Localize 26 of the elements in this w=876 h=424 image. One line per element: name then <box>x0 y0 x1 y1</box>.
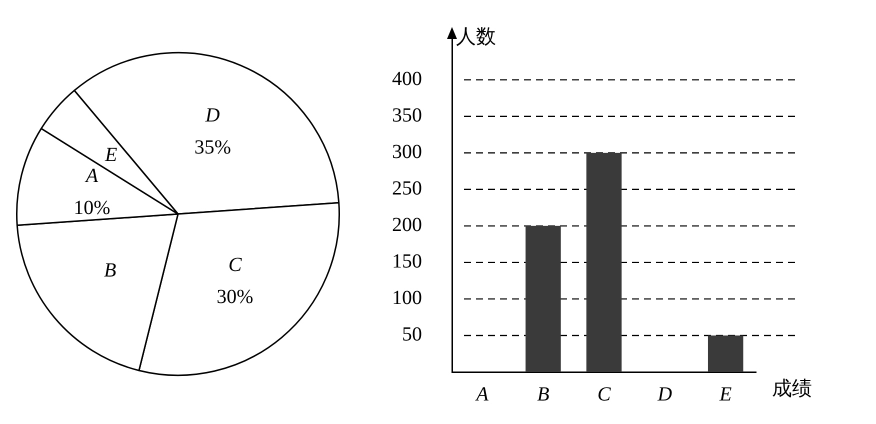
y-tick-label: 50 <box>402 324 422 346</box>
y-tick-label: 100 <box>392 287 422 310</box>
data-label: 30% <box>216 286 254 308</box>
y-tick-label: 150 <box>392 250 422 273</box>
data-label: 10% <box>74 196 110 219</box>
bar <box>708 335 744 372</box>
data-label: 35% <box>194 136 231 159</box>
x-tick-label: B <box>537 383 550 406</box>
slice-label: D <box>204 104 220 127</box>
x-tick-label: C <box>597 383 612 406</box>
y-tick-label: 350 <box>392 104 422 127</box>
bar <box>526 226 561 372</box>
x-tick-label: A <box>474 383 490 406</box>
y-axis-title: 人数 <box>456 24 496 48</box>
slice-label: C <box>228 254 242 276</box>
bar <box>586 152 622 372</box>
y-tick-label: 200 <box>392 214 422 236</box>
x-axis-title: 成绩 <box>772 376 812 400</box>
y-tick-label: 300 <box>392 141 422 164</box>
slice-label: E <box>104 144 118 166</box>
y-tick-label: 250 <box>392 178 422 200</box>
y-tick-label: 400 <box>392 68 422 90</box>
slice-label: A <box>84 164 99 187</box>
slice-label: B <box>104 259 116 282</box>
x-tick-label: D <box>656 383 673 406</box>
x-tick-label: E <box>718 383 732 406</box>
